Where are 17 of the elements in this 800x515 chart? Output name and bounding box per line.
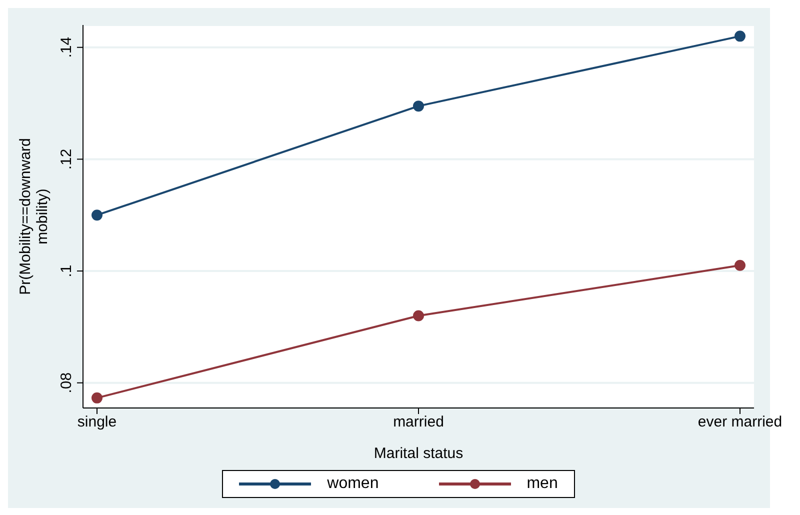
point (92, 392, 102, 404)
point (92, 210, 102, 221)
x-axis-title: Marital status (374, 445, 464, 462)
y-axis-title: Pr(Mobility==downward mobility) (17, 138, 51, 295)
y-tick-label: .14 (58, 36, 75, 58)
legend-label: men (526, 475, 558, 493)
legend-label: women (327, 475, 379, 493)
x-tick-label: single (77, 414, 117, 431)
point (413, 310, 424, 322)
point (734, 260, 746, 271)
y-tick-label: .1 (58, 264, 75, 278)
y-tick-label: .12 (58, 148, 75, 170)
x-tick-label: married (393, 414, 444, 431)
point (734, 30, 746, 42)
x-tick-label: ever married (698, 414, 782, 431)
y-tick-label: .08 (58, 372, 75, 394)
point (413, 100, 424, 112)
